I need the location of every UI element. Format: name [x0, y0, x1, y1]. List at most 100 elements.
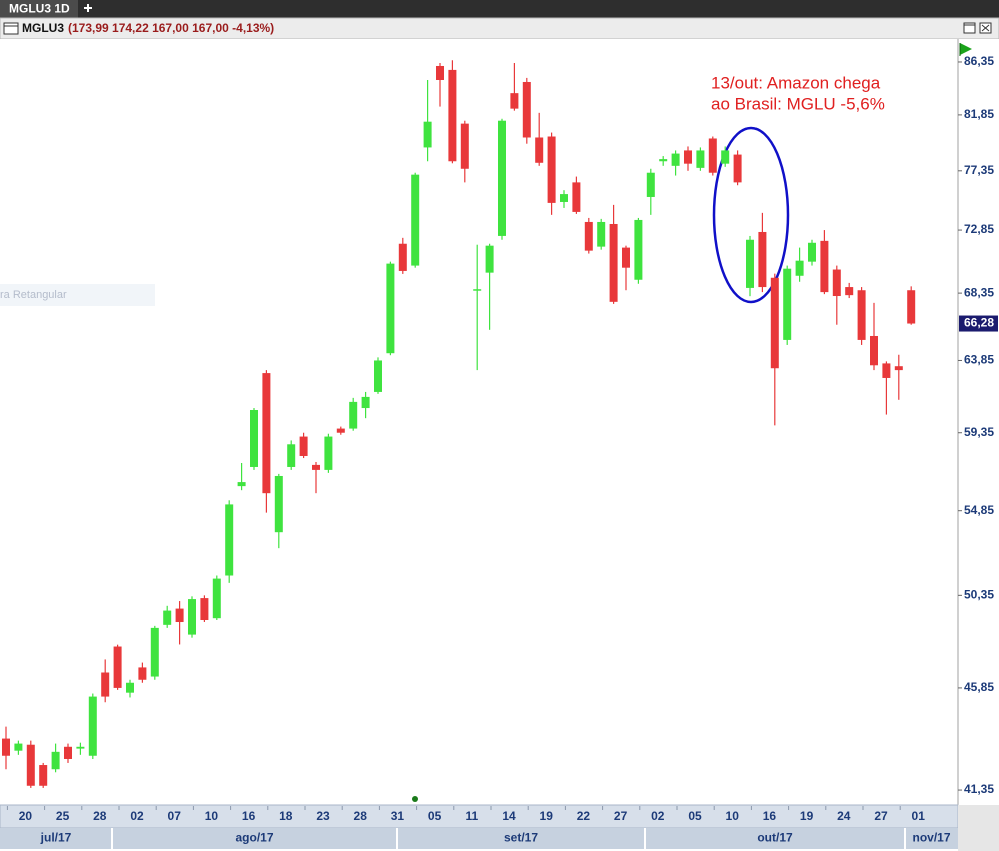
candle-body [696, 150, 705, 168]
y-tick-label: 50,35 [964, 588, 994, 602]
candle-body [882, 363, 891, 378]
y-tick-label: 77,35 [964, 163, 994, 177]
candle-body [163, 610, 172, 625]
candle-body [907, 290, 916, 324]
tab-title[interactable]: MGLU3 1D [9, 2, 70, 16]
x-tick-label: 27 [874, 809, 888, 823]
candle-body [26, 744, 35, 786]
candle-body [609, 223, 618, 302]
x-tick-label: 16 [242, 809, 256, 823]
candle-body [659, 159, 668, 162]
candle-body [622, 247, 630, 268]
x-tick-label: 10 [205, 809, 219, 823]
candle-body [671, 153, 680, 166]
y-tick-label: 41,35 [964, 782, 994, 796]
add-tab-button[interactable] [84, 4, 92, 12]
candle-body [150, 627, 159, 677]
candle-body [498, 120, 506, 236]
last-price-label: 66,28 [964, 316, 994, 330]
candle-body [175, 608, 184, 623]
month-label: jul/17 [40, 831, 72, 845]
month-label: nov/17 [912, 831, 950, 845]
candle-body [386, 263, 395, 354]
tab[interactable] [0, 0, 78, 18]
y-tick-label: 59,35 [964, 425, 994, 439]
event-marker[interactable] [412, 796, 418, 802]
x-tick-label: 20 [19, 809, 33, 823]
candle-body [684, 150, 692, 164]
candle-body [126, 682, 134, 693]
candle-body [894, 366, 903, 371]
candle-body [845, 287, 854, 296]
candle-body [820, 240, 829, 293]
y-tick-label: 63,85 [964, 353, 994, 367]
candle-body [535, 137, 544, 163]
candle-body [101, 672, 110, 697]
candle-body [460, 123, 469, 169]
candle-body [448, 69, 457, 162]
candle-body [64, 746, 72, 759]
candle-body [113, 646, 122, 688]
x-tick-label: 31 [391, 809, 405, 823]
plot-area[interactable] [0, 39, 958, 805]
candle-body [547, 136, 556, 203]
candle-body [770, 277, 779, 369]
x-tick-label: 25 [56, 809, 70, 823]
candle-body [510, 93, 519, 109]
candle-body [746, 239, 754, 288]
x-tick-label: 14 [502, 809, 516, 823]
window-icon [3, 22, 19, 35]
candle-body [411, 174, 420, 266]
candle-body [572, 182, 581, 212]
candle-body [646, 172, 655, 197]
candle-body [634, 219, 643, 280]
x-tick-label: 19 [540, 809, 554, 823]
candle-body [349, 401, 358, 429]
tab-bar [0, 0, 999, 18]
candle-body [721, 150, 730, 164]
y-tick-label: 86,35 [964, 54, 994, 68]
candle-body [398, 243, 407, 271]
ghost-tooltip-text: ra Retangular [0, 289, 67, 301]
y-tick-label: 54,85 [964, 503, 994, 517]
candle-body [758, 231, 767, 288]
close-button[interactable] [979, 22, 992, 34]
candle-body [560, 194, 568, 202]
x-tick-label: 27 [614, 809, 628, 823]
month-label: out/17 [757, 831, 793, 845]
play-flag[interactable] [960, 43, 972, 55]
ghost-tooltip [0, 284, 155, 306]
corner [958, 805, 999, 851]
candle-body [287, 444, 296, 467]
x-tick-label: 05 [688, 809, 702, 823]
candle-body [274, 475, 283, 533]
candle-body [76, 746, 85, 749]
x-tick-label: 07 [168, 809, 182, 823]
candle-body [485, 245, 494, 273]
candle-body [138, 667, 147, 680]
x-tick-label: 05 [428, 809, 442, 823]
candle-body [299, 436, 308, 456]
x-tick-label: 23 [316, 809, 330, 823]
annotation-line: 13/out: Amazon chega [711, 73, 881, 92]
candle-body [783, 268, 792, 340]
restore-button[interactable] [963, 22, 976, 34]
quote-summary: (173,99 174,22 167,00 167,00 -4,13%) [68, 21, 274, 35]
price-axis [958, 39, 999, 851]
candle-body [733, 154, 742, 183]
x-tick-label: 19 [800, 809, 814, 823]
month-label: ago/17 [235, 831, 273, 845]
candle-body [708, 138, 717, 173]
highlight-ellipse [712, 126, 790, 304]
candle-body [361, 396, 370, 409]
candle-body [88, 696, 97, 756]
x-tick-label: 10 [726, 809, 740, 823]
x-tick-label: 02 [651, 809, 665, 823]
date-axis [0, 804, 959, 829]
x-tick-label: 22 [577, 809, 591, 823]
last-price-box [959, 315, 998, 332]
candle-body [473, 289, 482, 291]
y-tick-label: 81,85 [964, 107, 994, 121]
